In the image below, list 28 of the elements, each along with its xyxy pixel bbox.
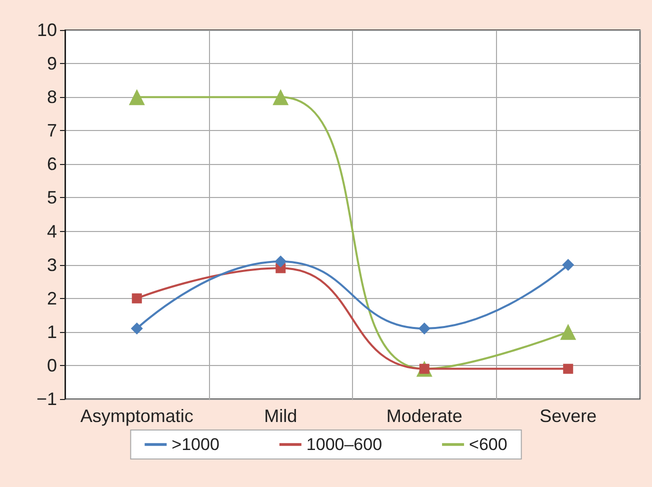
point bbox=[418, 322, 430, 335]
legend-label: 1000–600 bbox=[306, 435, 382, 454]
y-tick-label: 10 bbox=[36, 20, 57, 40]
y-tick-label: 2 bbox=[46, 288, 57, 308]
x-tick-label: Asymptomatic bbox=[80, 406, 194, 426]
y-tick-label: 8 bbox=[46, 87, 57, 108]
y-tick-label: 9 bbox=[46, 54, 57, 74]
legend-label: >1000 bbox=[172, 435, 220, 454]
y-tick-label: −1 bbox=[36, 389, 57, 409]
y-tick-label: 0 bbox=[46, 355, 57, 376]
point bbox=[274, 255, 287, 268]
point bbox=[132, 293, 142, 304]
x-tick-label: Moderate bbox=[386, 406, 462, 426]
point bbox=[130, 322, 143, 335]
y-tick-label: 5 bbox=[46, 188, 57, 208]
point bbox=[560, 324, 576, 340]
legend-label: <600 bbox=[469, 435, 508, 454]
x-tick-label: Severe bbox=[540, 406, 597, 426]
y-tick-label: 3 bbox=[46, 254, 57, 275]
point bbox=[563, 364, 574, 374]
y-tick-label: 7 bbox=[46, 120, 57, 141]
y-tick-label: 4 bbox=[46, 221, 57, 242]
point bbox=[272, 89, 289, 106]
x-tick-label: Mild bbox=[264, 406, 298, 426]
y-tick-label: 1 bbox=[46, 322, 57, 342]
point bbox=[128, 89, 145, 106]
point bbox=[562, 258, 574, 271]
y-tick-label: 6 bbox=[46, 154, 57, 174]
